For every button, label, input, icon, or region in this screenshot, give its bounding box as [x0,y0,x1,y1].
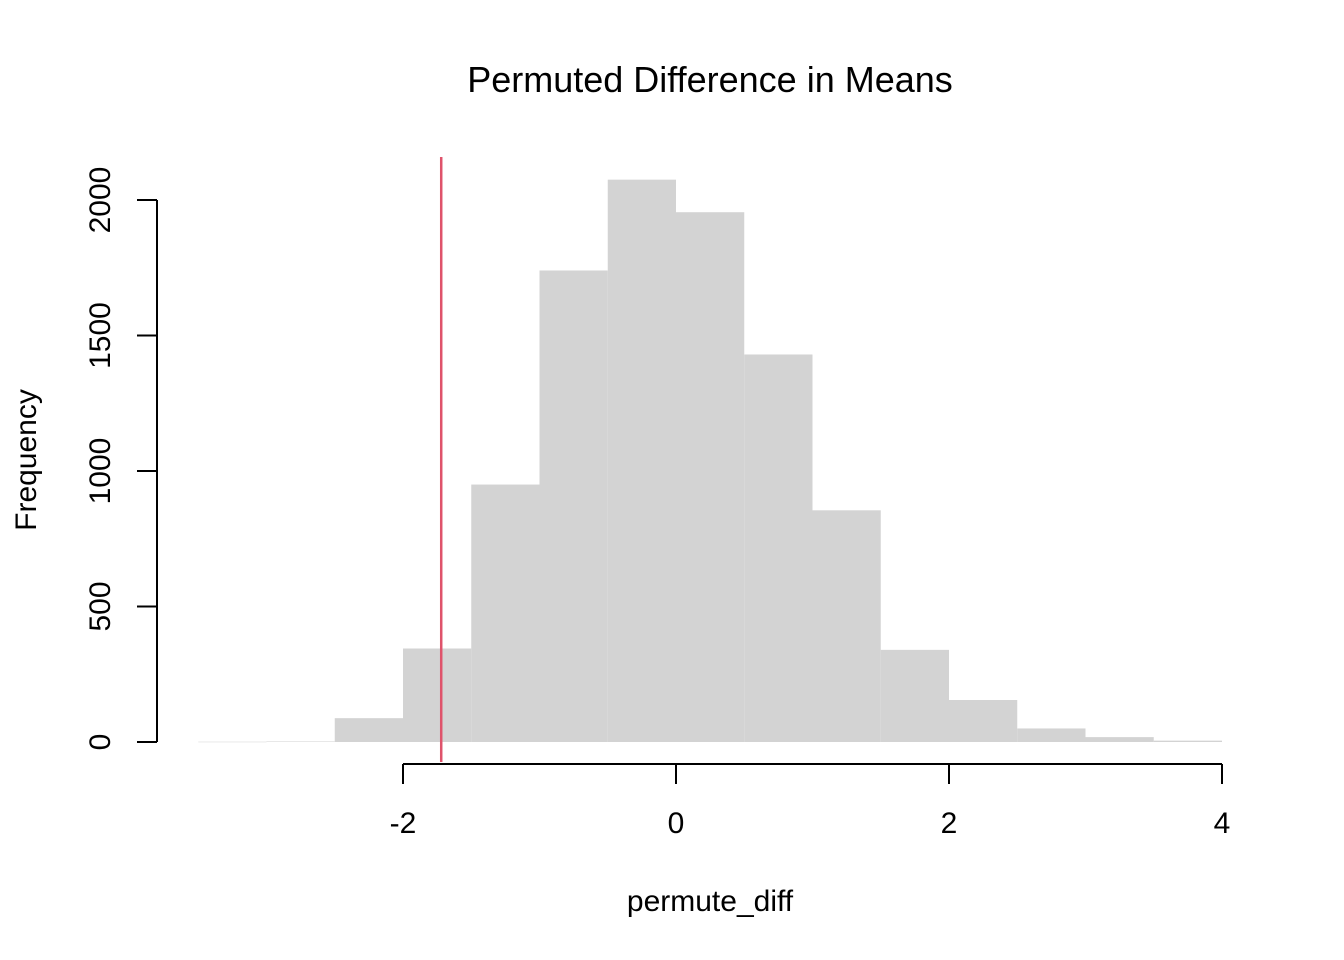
histogram-bar [949,699,1018,742]
y-tick-label: 1500 [84,302,117,369]
x-axis-ticks: -2 0 2 4 [390,764,1231,840]
histogram-bar [744,354,813,742]
histogram-bar [1017,728,1086,742]
x-tick-label: 2 [941,807,958,840]
histogram-bar [880,649,949,742]
histogram-bar [1153,740,1222,742]
x-tick-label: -2 [390,807,417,840]
y-tick-label: 2000 [84,167,117,234]
x-tick-label: 0 [668,807,685,840]
histogram-bar [198,741,267,743]
y-tick-label: 0 [84,734,117,751]
histogram-bar [1085,737,1154,742]
y-axis-label: Frequency [10,389,43,531]
y-tick-label: 500 [84,581,117,631]
histogram-bar [539,270,608,742]
y-axis-ticks: 0 500 1000 1500 2000 [84,167,157,751]
histogram-bar [607,179,676,743]
histogram-bars [198,179,1222,743]
histogram-bar [334,718,403,742]
x-axis-label: permute_diff [627,885,794,918]
chart-title: Permuted Difference in Means [467,59,953,100]
y-tick-label: 1000 [84,438,117,505]
histogram-bar [403,648,472,742]
histogram-bar [471,484,540,742]
histogram-bar [266,741,335,742]
x-tick-label: 4 [1214,807,1231,840]
histogram-bar [676,212,745,742]
histogram-bar [812,510,881,742]
